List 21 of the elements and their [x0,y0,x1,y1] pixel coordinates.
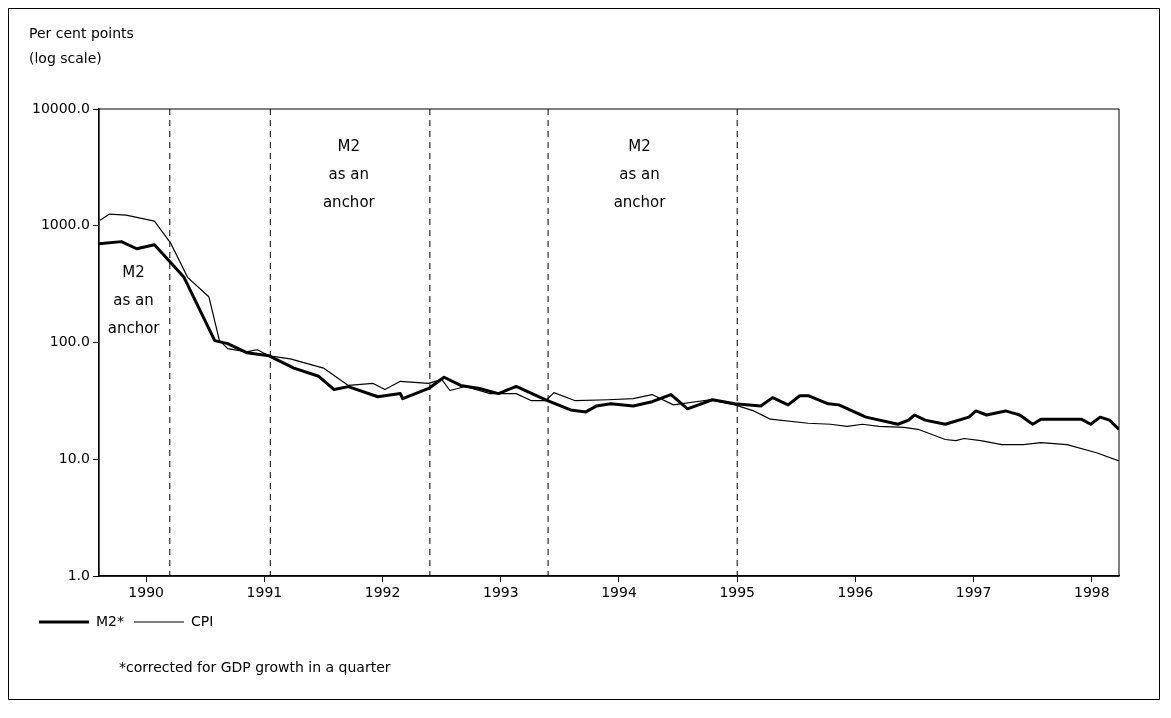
legend-label: CPI [190,612,214,629]
y-tick-label: 1.0 [67,566,90,583]
y-axis-title: Per cent points (log scale) [29,24,134,66]
x-tick-label: 1992 [364,584,401,601]
x-tick-label: 1991 [246,584,283,601]
y-tick-label: 10000.0 [31,99,90,116]
y-tick-label: 100.0 [49,333,90,350]
x-tick-label: 1995 [719,584,756,601]
x-tick-label: 1990 [128,584,164,601]
x-tick-label: 1996 [837,584,874,601]
annotation: M2 as an anchor [613,137,667,212]
x-tick-label: 1994 [601,584,637,601]
x-tick-label: 1993 [482,584,519,601]
annotation: M2 as an anchor [107,263,161,338]
y-tick-label: 1000.0 [40,216,90,233]
text: *corrected for GDP growth in a quarter [119,659,392,677]
x-tick-label: 1997 [955,584,992,601]
x-tick-label: 1998 [1073,584,1110,601]
annotation: M2 as an anchor [322,137,376,212]
y-tick-label: 10.0 [58,450,90,467]
legend-label: M2* [96,612,124,629]
